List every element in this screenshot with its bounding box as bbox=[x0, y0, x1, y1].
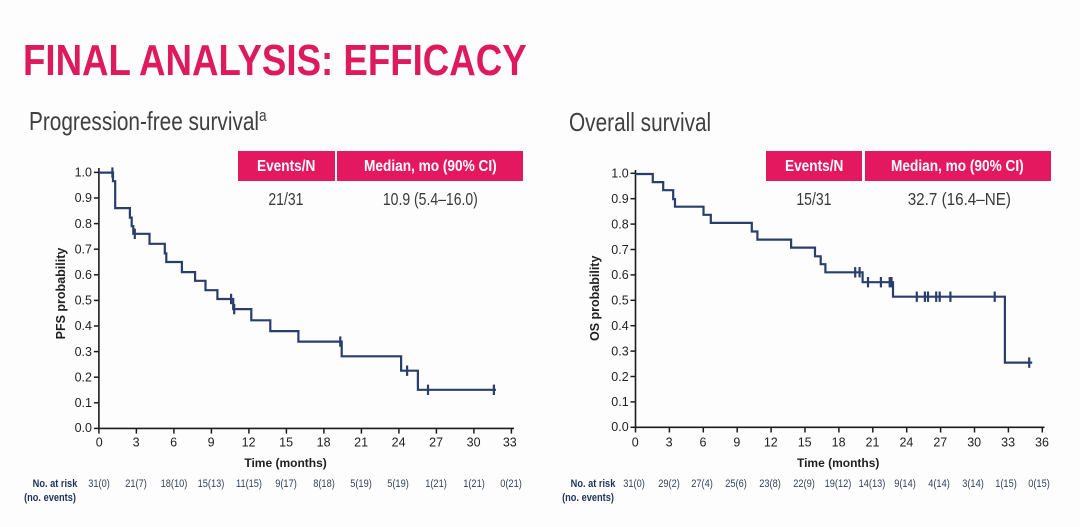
svg-text:0: 0 bbox=[96, 436, 103, 450]
svg-text:27: 27 bbox=[429, 436, 443, 450]
svg-text:6: 6 bbox=[170, 436, 177, 450]
svg-text:0.5: 0.5 bbox=[611, 294, 628, 308]
svg-text:3: 3 bbox=[133, 436, 140, 450]
svg-text:27: 27 bbox=[933, 436, 947, 450]
svg-text:0.1: 0.1 bbox=[611, 395, 628, 409]
svg-text:0.8: 0.8 bbox=[611, 217, 628, 231]
svg-text:15: 15 bbox=[279, 436, 293, 450]
svg-text:9: 9 bbox=[733, 436, 740, 450]
svg-text:0.6: 0.6 bbox=[75, 268, 92, 282]
svg-text:0.0: 0.0 bbox=[611, 420, 628, 434]
svg-text:0.4: 0.4 bbox=[75, 319, 92, 333]
svg-text:12: 12 bbox=[242, 436, 256, 450]
svg-text:24: 24 bbox=[899, 436, 913, 450]
svg-text:0.5: 0.5 bbox=[75, 294, 92, 308]
svg-text:0.2: 0.2 bbox=[611, 370, 628, 384]
svg-text:0.9: 0.9 bbox=[75, 191, 92, 205]
svg-text:21: 21 bbox=[866, 436, 880, 450]
svg-text:6: 6 bbox=[700, 436, 707, 450]
svg-text:33: 33 bbox=[503, 436, 517, 450]
svg-text:Time (months): Time (months) bbox=[244, 456, 326, 470]
svg-text:OS probability: OS probability bbox=[588, 256, 602, 341]
svg-text:3: 3 bbox=[666, 436, 673, 450]
svg-text:0.7: 0.7 bbox=[611, 243, 628, 257]
svg-text:0: 0 bbox=[632, 436, 639, 450]
svg-text:33: 33 bbox=[1001, 436, 1015, 450]
svg-text:0.0: 0.0 bbox=[75, 421, 92, 435]
svg-text:0.6: 0.6 bbox=[611, 268, 628, 282]
svg-text:0.3: 0.3 bbox=[75, 345, 92, 359]
svg-text:30: 30 bbox=[967, 436, 981, 450]
svg-text:18: 18 bbox=[317, 436, 331, 450]
svg-text:0.7: 0.7 bbox=[75, 242, 92, 256]
svg-text:0.8: 0.8 bbox=[75, 217, 92, 231]
svg-text:1.0: 1.0 bbox=[611, 167, 628, 181]
svg-text:15: 15 bbox=[798, 436, 812, 450]
svg-text:PFS probability: PFS probability bbox=[54, 248, 68, 340]
svg-text:0.4: 0.4 bbox=[611, 319, 628, 333]
svg-text:36: 36 bbox=[1035, 436, 1049, 450]
svg-text:0.9: 0.9 bbox=[611, 192, 628, 206]
svg-text:21: 21 bbox=[354, 436, 368, 450]
svg-text:9: 9 bbox=[208, 436, 215, 450]
svg-text:24: 24 bbox=[392, 436, 406, 450]
svg-text:Time (months): Time (months) bbox=[797, 456, 879, 470]
svg-text:0.2: 0.2 bbox=[75, 370, 92, 384]
svg-text:30: 30 bbox=[467, 436, 481, 450]
svg-text:18: 18 bbox=[832, 436, 846, 450]
svg-text:12: 12 bbox=[764, 436, 778, 450]
svg-text:0.1: 0.1 bbox=[75, 396, 92, 410]
svg-text:0.3: 0.3 bbox=[611, 344, 628, 358]
svg-text:1.0: 1.0 bbox=[75, 166, 92, 180]
